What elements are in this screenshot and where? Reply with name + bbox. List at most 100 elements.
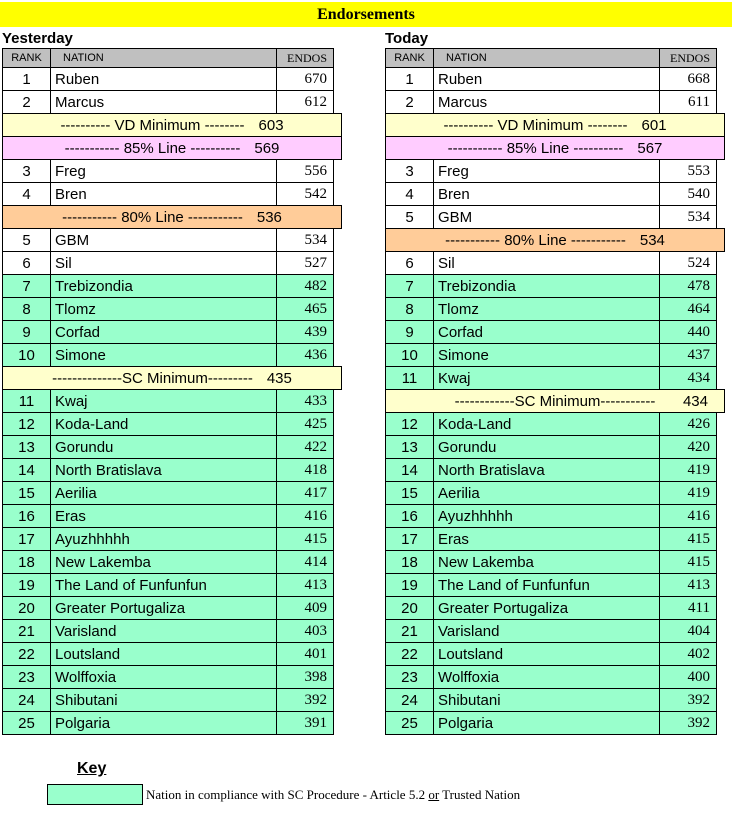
nation-cell: Trebizondia	[438, 277, 516, 295]
nation-cell: Bren	[438, 185, 470, 203]
nation-cell: Wolffoxia	[438, 668, 500, 686]
threshold-value: 567	[637, 139, 663, 157]
endos-cell: 556	[276, 160, 333, 182]
endos-cell: 436	[276, 344, 333, 366]
endos-cell: 478	[659, 275, 716, 297]
endos-cell: 414	[276, 551, 333, 573]
table-row: 24 Shibutani 392	[2, 688, 334, 712]
endos-cell: 400	[659, 666, 716, 688]
endos-cell: 440	[659, 321, 716, 343]
endos-cell: 433	[276, 390, 333, 412]
table-row: 19 The Land of Funfunfun 413	[2, 573, 334, 597]
nation-cell: Shibutani	[438, 691, 501, 709]
threshold-value: 569	[254, 139, 280, 157]
rank-cell: 23	[3, 666, 51, 688]
rank-cell: 7	[386, 275, 434, 297]
endos-cell: 542	[276, 183, 333, 205]
rank-cell: 23	[386, 666, 434, 688]
threshold-label: ----------- 80% Line -----------	[62, 208, 243, 226]
rank-cell: 6	[386, 252, 434, 274]
nation-cell: Varisland	[438, 622, 500, 640]
rank-cell: 16	[3, 505, 51, 527]
table-row: 18 New Lakemba 415	[385, 550, 717, 574]
endos-cell: 398	[276, 666, 333, 688]
threshold-label: ------------SC Minimum-----------	[454, 392, 656, 410]
key-or-word: or	[428, 786, 440, 802]
endos-cell: 670	[276, 68, 333, 90]
rank-cell: 22	[3, 643, 51, 665]
rank-cell: 15	[3, 482, 51, 504]
endos-cell: 534	[659, 206, 716, 228]
threshold-value: 601	[641, 116, 667, 134]
rank-cell: 24	[386, 689, 434, 711]
rank-cell: 17	[386, 528, 434, 550]
rank-cell: 17	[3, 528, 51, 550]
threshold-row: ----------- 80% Line ----------- 534	[385, 228, 725, 252]
rank-cell: 1	[3, 68, 51, 90]
nation-cell: North Bratislava	[438, 461, 545, 479]
nation-cell: Corfad	[55, 323, 101, 341]
rank-cell: 15	[386, 482, 434, 504]
nation-cell: Freg	[55, 162, 86, 180]
column-header-nation: NATION	[446, 52, 487, 64]
nation-cell: New Lakemba	[55, 553, 151, 571]
nation-cell: Greater Portugaliza	[438, 599, 569, 617]
endos-cell: 422	[276, 436, 333, 458]
key-green-swatch	[47, 784, 143, 805]
rank-cell: 3	[386, 160, 434, 182]
column-header-endos: ENDOS	[276, 49, 333, 67]
nation-cell: Shibutani	[55, 691, 118, 709]
key-text-before-or: Nation in compliance with SC Procedure -…	[146, 786, 429, 802]
table-row: 24 Shibutani 392	[385, 688, 717, 712]
threshold-value: 434	[682, 392, 708, 410]
endos-cell: 416	[276, 505, 333, 527]
table-row: 23 Wolffoxia 398	[2, 665, 334, 689]
table-row: 5 GBM 534	[385, 205, 717, 229]
endos-cell: 415	[659, 551, 716, 573]
key-heading: Key	[77, 760, 107, 777]
rank-cell: 19	[3, 574, 51, 596]
table-row: 19 The Land of Funfunfun 413	[385, 573, 717, 597]
rank-cell: 6	[3, 252, 51, 274]
threshold-label: --------------SC Minimum---------	[52, 369, 253, 387]
nation-cell: Polgaria	[438, 714, 494, 732]
rank-cell: 5	[3, 229, 51, 251]
nation-cell: GBM	[55, 231, 90, 249]
nation-cell: Ayuzhhhhh	[55, 530, 130, 548]
endos-cell: 411	[659, 597, 716, 619]
rank-cell: 7	[3, 275, 51, 297]
rank-cell: 8	[386, 298, 434, 320]
nation-cell: Kwaj	[55, 392, 88, 410]
nation-cell: Tlomz	[438, 300, 479, 318]
nation-cell: Koda-Land	[55, 415, 129, 433]
endos-cell: 534	[276, 229, 333, 251]
table-row: 12 Koda-Land 426	[385, 412, 717, 436]
threshold-row: ---------- VD Minimum -------- 601	[385, 113, 725, 137]
threshold-label: ---------- VD Minimum --------	[443, 116, 628, 134]
endos-cell: 413	[276, 574, 333, 596]
nation-cell: Loutsland	[438, 645, 504, 663]
endos-cell: 402	[659, 643, 716, 665]
column-header-nation: NATION	[63, 52, 104, 64]
table-row: 3 Freg 556	[2, 159, 334, 183]
nation-cell: Eras	[438, 530, 469, 548]
table-row: 10 Simone 436	[2, 343, 334, 367]
rank-cell: 18	[3, 551, 51, 573]
table-row: 25 Polgaria 392	[385, 711, 717, 735]
rank-cell: 10	[386, 344, 434, 366]
nation-cell: Marcus	[438, 93, 488, 111]
rank-cell: 21	[3, 620, 51, 642]
yesterday-label: Yesterday	[2, 30, 73, 47]
rank-cell: 8	[3, 298, 51, 320]
nation-cell: Ruben	[438, 70, 483, 88]
table-row: 2 Marcus 611	[385, 90, 717, 114]
endos-cell: 420	[659, 436, 716, 458]
table-row: 17 Ayuzhhhhh 415	[2, 527, 334, 551]
table-row: 22 Loutsland 402	[385, 642, 717, 666]
endos-cell: 668	[659, 68, 716, 90]
rank-cell: 21	[386, 620, 434, 642]
nation-cell: GBM	[438, 208, 473, 226]
endos-cell: 417	[276, 482, 333, 504]
threshold-row: ------------SC Minimum----------- 434	[385, 389, 725, 413]
table-row: 16 Eras 416	[2, 504, 334, 528]
